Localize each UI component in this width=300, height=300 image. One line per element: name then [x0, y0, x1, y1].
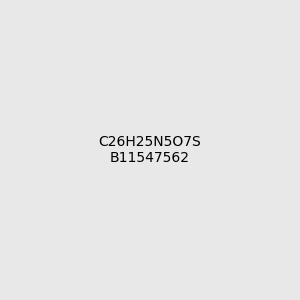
Text: C26H25N5O7S
B11547562: C26H25N5O7S B11547562 [99, 135, 201, 165]
